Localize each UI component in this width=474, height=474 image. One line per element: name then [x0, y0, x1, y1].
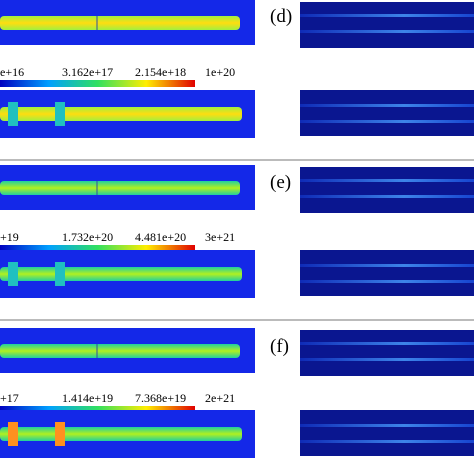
field-image [300, 330, 474, 376]
electrode [55, 422, 65, 446]
colorbar-label: 7.368e+19 [135, 391, 186, 405]
field-image [300, 2, 474, 48]
panel-label: (f) [270, 336, 289, 357]
electrode [8, 102, 18, 126]
panel-label: (e) [270, 172, 291, 193]
field-streak [300, 14, 474, 17]
colorbar-label: 1.414e+19 [62, 391, 113, 405]
colorbar-label: e+16 [0, 65, 24, 79]
rod [0, 344, 240, 358]
field-image [300, 250, 474, 296]
layout: e+16 3.162e+17 2.154e+18 1e+20 +19 1.732e+20 4… [0, 0, 474, 458]
colorbar-label: 1.732e+20 [62, 230, 113, 244]
rod [0, 427, 242, 441]
rod [0, 181, 240, 195]
colorbar-label: 2.154e+18 [135, 65, 186, 79]
colorbar [0, 245, 195, 252]
rod [0, 107, 242, 121]
colorbar-label: +19 [0, 230, 19, 244]
rod [0, 267, 242, 281]
field-streak [300, 264, 474, 267]
panel-label: (d) [270, 6, 292, 27]
colorbar-label: 3e+21 [205, 230, 235, 244]
field-streak [300, 424, 474, 427]
field-streak [300, 358, 474, 361]
colorbar-label: 1e+20 [205, 65, 235, 79]
rod [0, 16, 240, 30]
electrode [55, 262, 65, 286]
colorbar [0, 80, 195, 87]
electrode [8, 422, 18, 446]
colorbar-label: 2e+21 [205, 391, 235, 405]
field-streak [300, 195, 474, 198]
colorbar-label: +17 [0, 391, 19, 405]
field-image [300, 410, 474, 456]
field-streak [300, 280, 474, 283]
field-streak [300, 342, 474, 345]
field-image [300, 167, 474, 213]
electrode [55, 102, 65, 126]
electrode [8, 262, 18, 286]
field-streak [300, 30, 474, 33]
field-streak [300, 440, 474, 443]
colorbar-label: 4.481e+20 [135, 230, 186, 244]
field-streak [300, 120, 474, 123]
field-streak [300, 179, 474, 182]
colorbar-label: 3.162e+17 [62, 65, 113, 79]
colorbar [0, 406, 195, 413]
field-streak [300, 104, 474, 107]
field-image [300, 90, 474, 136]
